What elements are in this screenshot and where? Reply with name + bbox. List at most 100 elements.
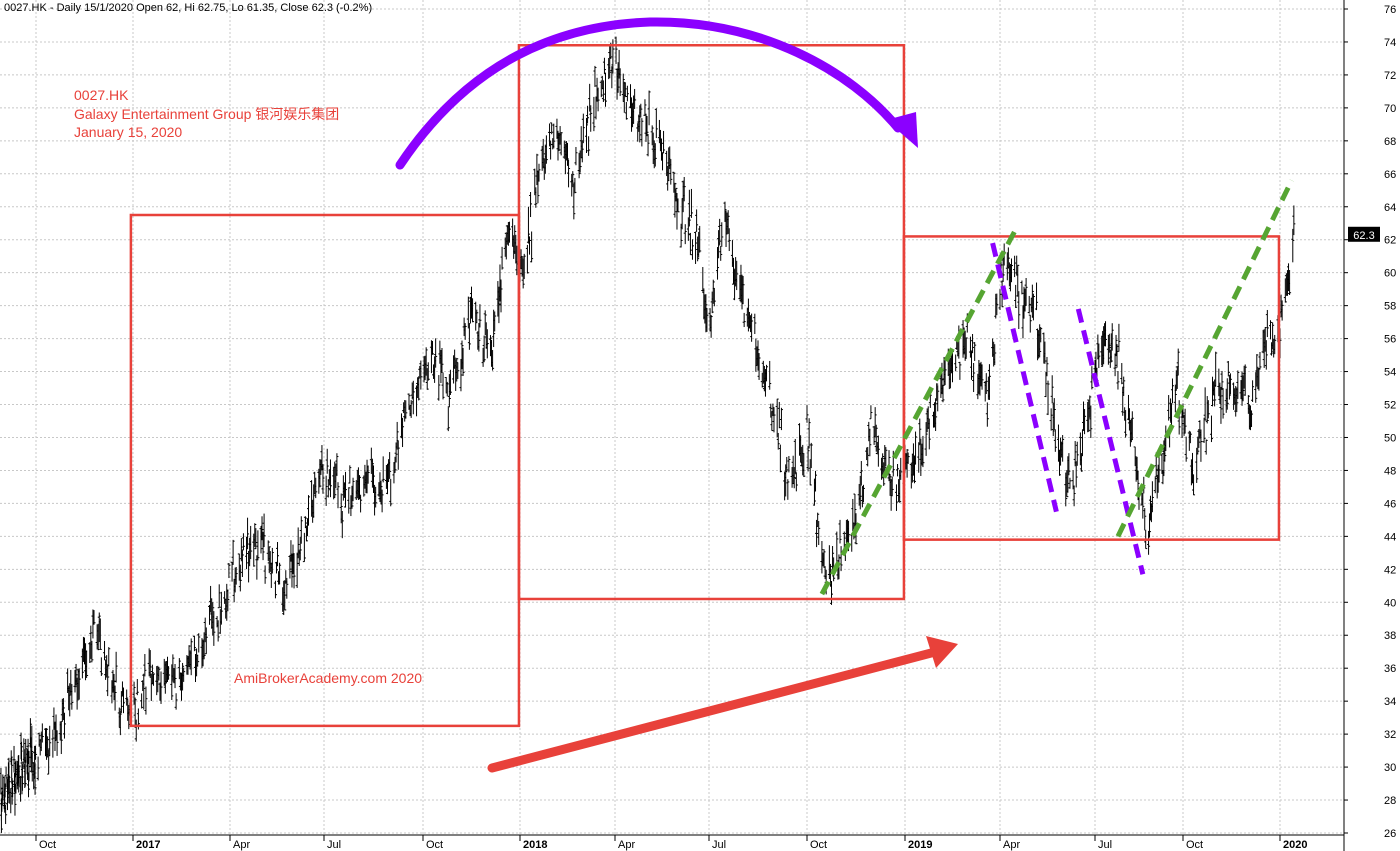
price-bar xyxy=(964,337,968,359)
price-bar xyxy=(125,689,129,706)
price-bar xyxy=(46,736,50,758)
trendline-down xyxy=(990,242,1059,513)
price-bar xyxy=(513,225,517,255)
price-bar xyxy=(742,312,746,328)
price-bar xyxy=(446,406,450,432)
price-bar xyxy=(963,330,967,361)
price-bar xyxy=(90,640,94,663)
price-bar xyxy=(695,209,699,232)
price-bar xyxy=(262,513,266,548)
y-tick-label: 62 xyxy=(1384,235,1396,247)
price-bar xyxy=(1017,291,1021,330)
price-bar xyxy=(1143,508,1147,531)
price-bar xyxy=(226,589,230,612)
price-bar xyxy=(1000,280,1004,308)
price-bar xyxy=(778,444,782,473)
price-bar xyxy=(1079,453,1083,472)
price-bar xyxy=(838,519,842,544)
price-bar xyxy=(381,456,385,483)
price-bar xyxy=(119,691,123,713)
y-tick-label: 26 xyxy=(1384,828,1396,840)
price-bar xyxy=(1066,456,1070,493)
price-bar xyxy=(941,384,945,403)
price-bar xyxy=(167,666,171,680)
price-bar xyxy=(230,561,234,582)
price-bar xyxy=(260,516,264,541)
price-bar xyxy=(777,401,781,429)
trendlines xyxy=(819,179,1294,596)
price-bar xyxy=(324,475,328,506)
price-bar xyxy=(924,422,928,456)
price-bar xyxy=(1080,429,1084,457)
price-bar xyxy=(1090,366,1094,390)
price-bar xyxy=(255,555,259,580)
price-bar xyxy=(404,400,408,419)
price-bar xyxy=(1088,395,1092,418)
price-bar xyxy=(567,159,571,188)
price-bar xyxy=(765,364,769,382)
x-axis-ticks: Oct 2017 Apr Jul Oct 2018 Apr Jul Oct 2019 Apr Jul O… xyxy=(35,835,1307,851)
price-bar xyxy=(534,187,538,208)
price-bar xyxy=(866,446,870,467)
price-bar xyxy=(973,342,977,361)
price-bar xyxy=(1148,513,1152,538)
price-bar xyxy=(521,258,525,289)
price-bar xyxy=(1204,439,1208,455)
price-bar xyxy=(499,280,503,313)
price-bar xyxy=(393,456,397,473)
price-bar xyxy=(177,658,181,680)
price-bar xyxy=(245,536,249,570)
price-bar xyxy=(1124,410,1128,438)
price-bar xyxy=(151,673,155,686)
price-bar xyxy=(483,310,487,335)
price-bar xyxy=(802,453,806,478)
price-bar xyxy=(815,519,819,548)
price-bar xyxy=(411,380,415,415)
price-bar xyxy=(537,163,541,182)
price-bar xyxy=(217,584,221,609)
price-bar xyxy=(672,171,676,193)
price-bar xyxy=(417,376,421,401)
price-bar xyxy=(645,116,649,137)
price-bar xyxy=(99,657,103,676)
y-tick-label: 40 xyxy=(1384,597,1396,609)
price-bar xyxy=(326,479,330,498)
price-bar xyxy=(231,539,235,565)
price-bar xyxy=(985,402,989,427)
price-bar xyxy=(1219,386,1223,424)
price-bar xyxy=(103,640,107,661)
price-bar xyxy=(482,335,486,363)
price-bar xyxy=(544,135,548,164)
price-bar xyxy=(1205,396,1209,424)
price-bar xyxy=(144,686,148,715)
price-bar xyxy=(13,783,17,816)
price-bar xyxy=(263,565,267,584)
price-bar xyxy=(51,729,55,758)
price-bar xyxy=(466,296,470,329)
price-bar xyxy=(806,446,810,472)
price-bar xyxy=(1107,333,1111,353)
price-bar xyxy=(1209,415,1213,443)
price-bar xyxy=(1044,371,1048,398)
price-bar xyxy=(253,523,257,547)
price-bar xyxy=(786,479,790,500)
y-tick-label: 66 xyxy=(1384,169,1396,181)
price-bar xyxy=(107,647,111,667)
price-bar xyxy=(1292,205,1296,236)
price-bar xyxy=(475,309,479,323)
price-bar xyxy=(1027,295,1031,314)
price-bar xyxy=(581,113,585,144)
price-bar xyxy=(374,486,378,508)
price-bar xyxy=(859,461,863,486)
price-bar xyxy=(1051,402,1055,437)
price-bar xyxy=(1106,335,1110,365)
price-bar xyxy=(984,373,988,394)
price-bar xyxy=(1160,453,1164,474)
price-bar xyxy=(307,495,311,526)
price-bar xyxy=(321,464,325,494)
price-bar xyxy=(445,381,449,397)
price-bar xyxy=(686,217,690,241)
price-bar xyxy=(74,663,78,686)
price-bar xyxy=(318,459,322,488)
price-bar xyxy=(197,633,201,653)
